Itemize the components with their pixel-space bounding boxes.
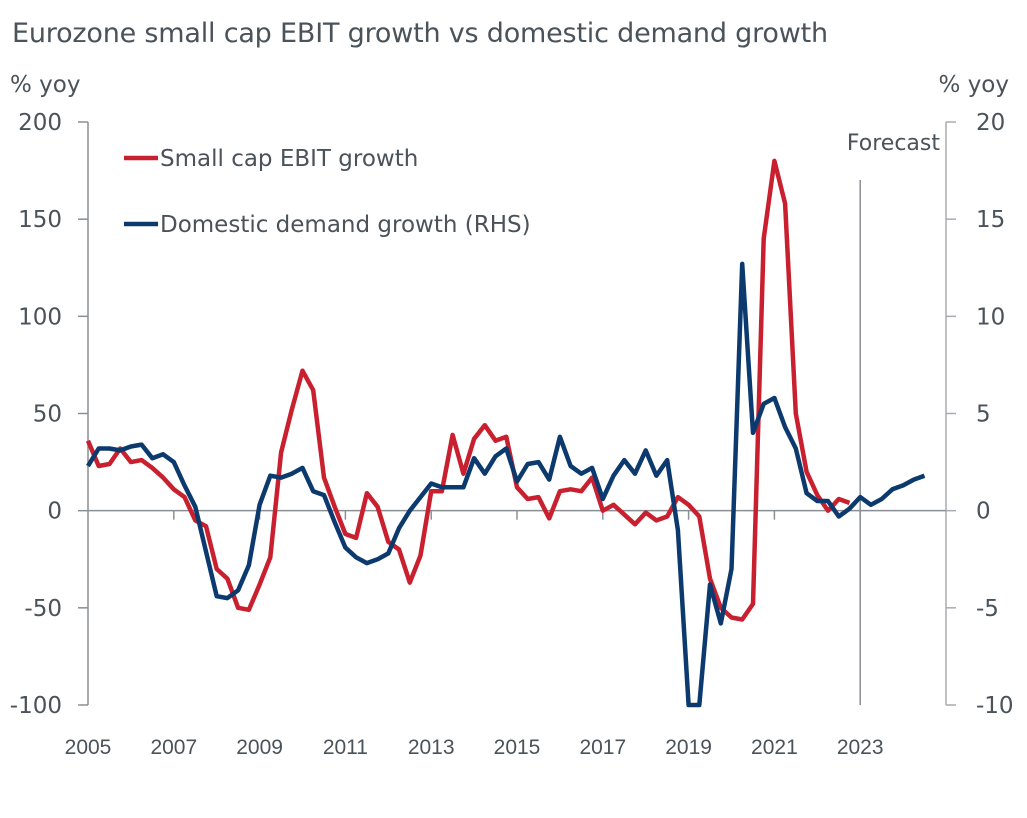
chart-title: Eurozone small cap EBIT growth vs domest… [12,18,828,49]
x-tick-label: 2019 [665,736,712,759]
x-tick-label: 2013 [408,736,455,759]
right-tick-label: -10 [976,693,1014,719]
x-tick-label: 2023 [837,736,884,759]
right-tick-label: 20 [976,110,1005,136]
forecast-marker: Forecast [847,131,940,705]
x-tick-label: 2021 [751,736,798,759]
legend-label: Domestic demand growth (RHS) [160,212,531,238]
series-lines [85,158,926,708]
left-axis-unit: % yoy [10,72,81,98]
right-tick-label: -5 [976,596,999,622]
x-tick-label: 2011 [323,736,368,759]
x-tick-label: 2007 [150,736,197,759]
legend-label: Small cap EBIT growth [160,146,418,172]
right-tick-label: 10 [976,304,1005,330]
legend: Small cap EBIT growth Domestic demand gro… [124,146,531,238]
right-tick-label: 15 [976,207,1005,233]
left-tick-label: 50 [33,402,62,428]
left-tick-label: 0 [47,499,62,525]
forecast-label: Forecast [847,131,940,156]
left-tick-label: 150 [18,207,62,233]
left-tick-label: -50 [24,596,62,622]
series-line-domestic-demand [86,261,926,708]
right-axis-unit: % yoy [938,72,1009,98]
right-tick-label: 5 [976,402,991,428]
left-tick-label: 200 [18,110,62,136]
x-tick-label: 2017 [579,736,626,759]
right-tick-label: 0 [976,499,991,525]
x-tick-label: 2009 [236,736,283,759]
x-tick-label: 2015 [494,736,541,759]
left-tick-label: 100 [18,304,62,330]
left-tick-label: -100 [10,693,62,719]
x-tick-label: 2005 [65,736,112,759]
